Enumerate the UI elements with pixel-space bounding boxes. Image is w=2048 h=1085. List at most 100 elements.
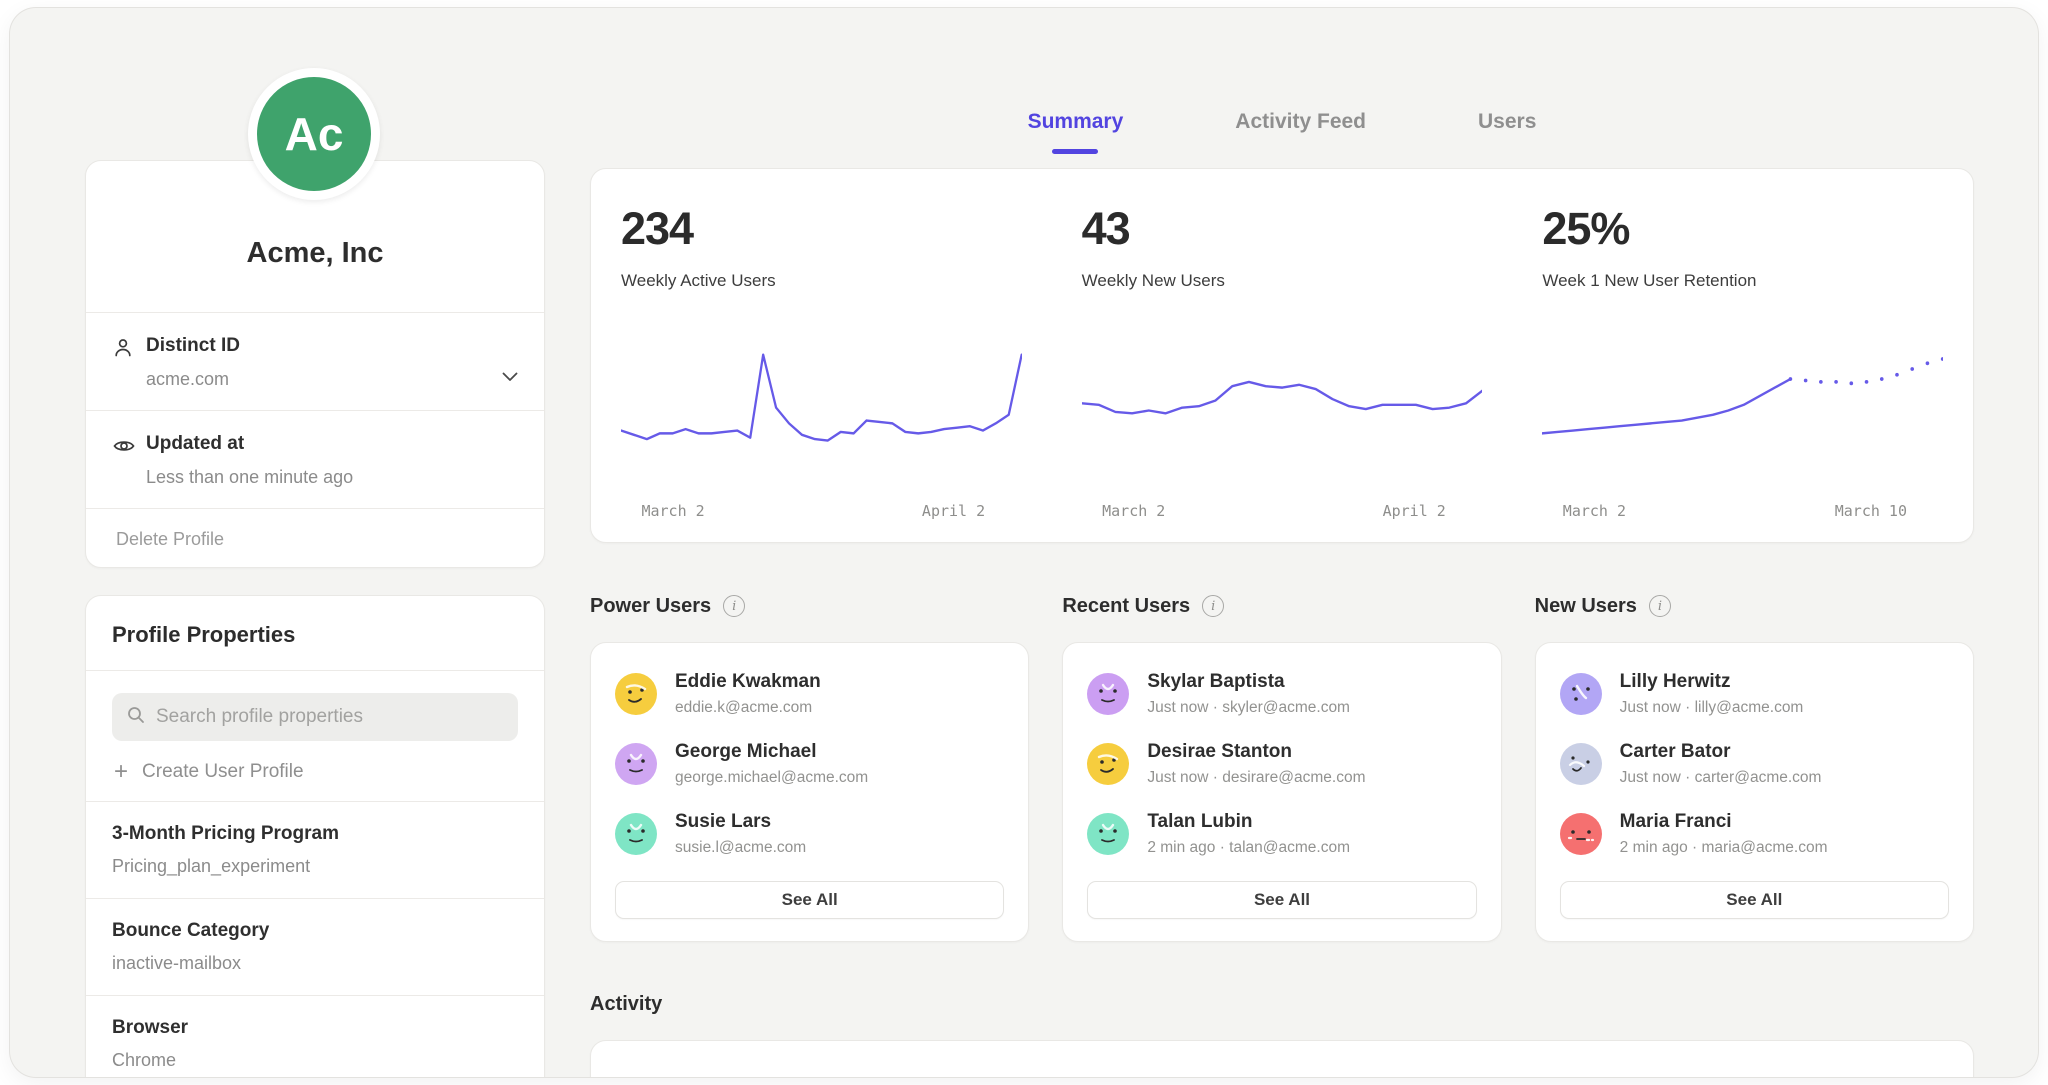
user-row[interactable]: Lilly Herwitz Just now · lilly@acme.com <box>1559 671 1949 717</box>
user-row[interactable]: Carter Bator Just now · carter@acme.com <box>1559 741 1949 787</box>
recent-users-section: Recent Users i Skylar Baptista Just now … <box>1062 586 1502 942</box>
updated-at-row: Updated at Less than one minute ago <box>86 411 544 508</box>
stat-label: Week 1 New User Retention <box>1542 271 1757 290</box>
activity-stat-value: 240 <box>1082 1069 1483 1077</box>
stat-value: 43 <box>1081 203 1131 254</box>
user-meta: Just now · lilly@acme.com <box>1619 699 1804 716</box>
activity-title: Activity <box>590 993 663 1015</box>
activity-stat-value: 234 <box>621 1069 1022 1077</box>
x-tick-label: March 10 <box>1834 502 1907 520</box>
recent-users-title: Recent Users <box>1062 594 1191 617</box>
updated-at-value: Less than one minute ago <box>146 467 354 487</box>
app-window: Ac Acme, Inc Distinct ID acme.com Update… <box>10 8 2038 1077</box>
eye-icon <box>112 433 146 488</box>
tab-activity-feed[interactable]: Activity Feed <box>1235 110 1367 133</box>
user-avatar <box>1087 673 1130 715</box>
user-meta: susie.l@acme.com <box>675 839 807 856</box>
property-value: Pricing_plan_experiment <box>112 856 311 876</box>
info-icon[interactable]: i <box>1648 595 1671 617</box>
user-avatar <box>1087 743 1130 785</box>
info-icon[interactable]: i <box>723 595 746 617</box>
see-all-button[interactable]: See All <box>1559 881 1949 919</box>
user-name: Lilly Herwitz <box>1619 671 1731 692</box>
create-user-profile-button[interactable]: + Create User Profile <box>114 758 518 785</box>
profile-properties-card: Profile Properties + Create User Profile… <box>85 595 545 1077</box>
divider <box>86 312 544 313</box>
user-name: Susie Lars <box>675 811 772 832</box>
search-input[interactable] <box>156 706 504 728</box>
distinct-id-row[interactable]: Distinct ID acme.com <box>86 313 544 410</box>
user-name: Maria Franci <box>1619 811 1732 832</box>
summary-stats-card: 234 Weekly Active Users March 2 April 2 … <box>590 168 1974 543</box>
user-row[interactable]: Talan Lubin 2 min ago · talan@acme.com <box>1087 811 1476 857</box>
divider <box>86 995 544 996</box>
x-axis: March 2 April 2 <box>1082 502 1483 528</box>
new-users-card: Lilly Herwitz Just now · lilly@acme.com … <box>1534 642 1974 942</box>
user-row[interactable]: Eddie Kwakman eddie.k@acme.com <box>615 671 1004 717</box>
stat-value: 234 <box>621 203 694 254</box>
x-tick-label: April 2 <box>921 502 986 520</box>
property-name: 3-Month Pricing Program <box>112 823 339 844</box>
property-item-browser[interactable]: Browser Chrome <box>86 996 544 1077</box>
x-tick-label: April 2 <box>1382 502 1446 520</box>
info-icon[interactable]: i <box>1202 595 1225 617</box>
power-users-title: Power Users <box>590 594 712 617</box>
tab-summary[interactable]: Summary <box>1028 110 1124 154</box>
updated-at-label: Updated at <box>146 433 245 454</box>
user-avatar <box>1087 813 1130 855</box>
user-avatar <box>1559 813 1602 855</box>
distinct-id-label: Distinct ID <box>146 335 240 356</box>
user-lists: Power Users i Eddie Kwakman eddie.k@acme… <box>590 586 1974 942</box>
user-avatar <box>615 673 657 715</box>
user-row[interactable]: Susie Lars susie.l@acme.com <box>615 811 1004 857</box>
divider <box>86 801 544 802</box>
user-avatar <box>615 743 657 785</box>
activity-card: 234 240 3.4k <box>590 1040 1974 1077</box>
new-users-title: New Users <box>1534 594 1637 617</box>
distinct-id-value: acme.com <box>146 369 230 389</box>
activity-stat-value: 3.4k <box>1542 1069 1943 1077</box>
property-name: Browser <box>112 1017 189 1038</box>
tab-users[interactable]: Users <box>1478 110 1537 133</box>
delete-profile-button[interactable]: Delete Profile <box>116 529 225 549</box>
plus-icon: + <box>114 758 129 785</box>
user-row[interactable]: Maria Franci 2 min ago · maria@acme.com <box>1559 811 1949 857</box>
see-all-button[interactable]: See All <box>1087 881 1477 919</box>
user-meta: 2 min ago · talan@acme.com <box>1147 839 1351 856</box>
recent-users-card: Skylar Baptista Just now · skyler@acme.c… <box>1062 642 1502 942</box>
weekly-active-users-chart <box>621 333 1022 488</box>
profile-tabs: Summary Activity Feed Users <box>590 110 1974 154</box>
x-axis: March 2 March 10 <box>1542 502 1943 528</box>
power-users-section: Power Users i Eddie Kwakman eddie.k@acme… <box>590 586 1030 942</box>
user-name: Talan Lubin <box>1147 811 1253 832</box>
property-item-bounce-category[interactable]: Bounce Category inactive-mailbox <box>86 899 544 995</box>
profile-card: Acme, Inc Distinct ID acme.com Updated a… <box>85 160 545 568</box>
company-avatar: Ac <box>248 68 380 200</box>
user-row[interactable]: George Michael george.michael@acme.com <box>615 741 1004 787</box>
x-axis: March 2 April 2 <box>621 502 1022 528</box>
stat-label: Weekly Active Users <box>621 271 776 290</box>
new-users-section: New Users i Lilly Herwitz Just now · lil… <box>1534 586 1974 942</box>
x-tick-label: March 2 <box>641 502 705 520</box>
user-meta: 2 min ago · maria@acme.com <box>1619 839 1828 856</box>
weekly-new-users-chart <box>1081 333 1483 488</box>
user-avatar <box>1559 743 1602 785</box>
power-users-card: Eddie Kwakman eddie.k@acme.com George Mi… <box>590 642 1030 942</box>
see-all-button[interactable]: See All <box>615 881 1005 919</box>
user-meta: eddie.k@acme.com <box>675 699 813 716</box>
company-avatar-initials: Ac <box>284 108 344 160</box>
stat-week1-retention: 25% Week 1 New User Retention March 2 Ma… <box>1512 169 1973 544</box>
user-row[interactable]: Skylar Baptista Just now · skyler@acme.c… <box>1087 671 1476 717</box>
user-row[interactable]: Desirae Stanton Just now · desirare@acme… <box>1087 741 1476 787</box>
x-tick-label: March 2 <box>1562 502 1627 520</box>
profile-name: Acme, Inc <box>246 237 384 269</box>
user-meta: Just now · carter@acme.com <box>1619 769 1822 786</box>
search-profile-properties[interactable] <box>112 693 518 741</box>
property-item-pricing-program[interactable]: 3-Month Pricing Program Pricing_plan_exp… <box>86 802 544 898</box>
week1-retention-chart <box>1542 333 1943 488</box>
user-name: Carter Bator <box>1619 741 1731 762</box>
x-tick-label: March 2 <box>1102 502 1166 520</box>
chevron-down-icon[interactable] <box>502 369 518 387</box>
user-avatar <box>1559 673 1602 715</box>
user-meta: george.michael@acme.com <box>675 769 869 786</box>
